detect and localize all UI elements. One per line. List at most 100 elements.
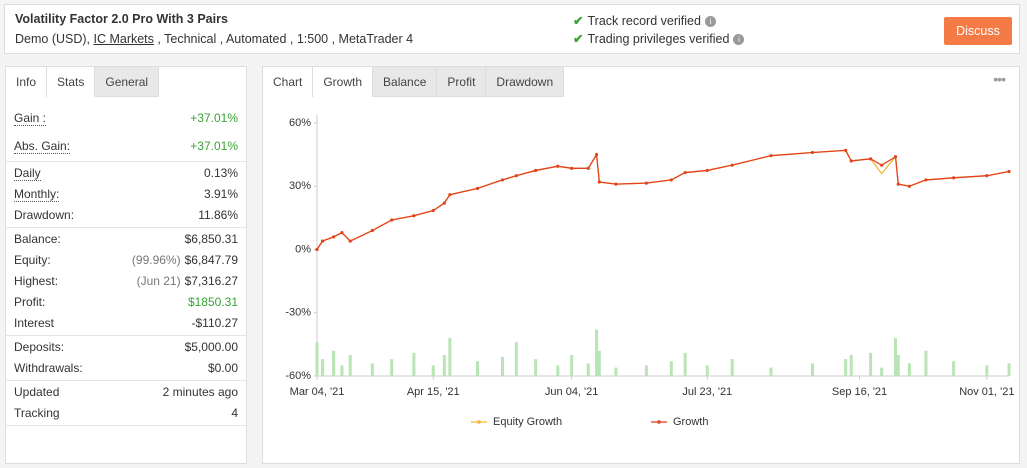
point [952,176,956,180]
stat-label: Gain : [14,111,47,126]
broker-link[interactable]: IC Markets [93,32,154,46]
bar [370,363,374,376]
stat-value-wrap: 2 minutes ago [163,382,238,403]
stat-value: $1850.31 [187,295,238,309]
point [340,231,344,235]
bar [894,338,898,376]
x-tick-label: Sep 16, '21 [832,386,887,398]
stat-label: Monthly: [14,187,60,202]
stat-value: 4 [231,406,238,420]
point [730,163,734,167]
y-tick-label: 60% [289,117,311,129]
bar [705,365,709,376]
stats-list: Gain : +37.01% Abs. Gain: +37.01% Daily 0.13%… [6,103,246,426]
point [705,168,709,173]
point [556,164,560,168]
bar [924,350,928,376]
tab[interactable]: Balance [373,67,438,97]
bar [586,363,590,376]
point [896,182,900,186]
point [669,178,673,182]
stat-value-wrap: $5,000.00 [185,337,238,358]
point [769,154,773,158]
point [594,153,599,157]
stats-row: Profit: $1850.31 [6,292,246,313]
tab[interactable]: Info [6,67,48,97]
chart-tabs: Chart Growth Balance Profit Drawdown [263,67,565,97]
legend-swatch-dot [477,420,481,424]
y-tick-label: 30% [289,180,311,192]
point [442,201,446,205]
x-tick-label: Mar 04, '21 [290,386,345,398]
point [810,150,815,155]
bar [390,359,394,376]
bar [556,365,560,376]
stats-row: Gain : +37.01% [6,104,246,132]
bar [614,367,618,376]
y-tick-label: -30% [285,307,311,319]
stat-value-wrap: $1850.31 [188,292,238,313]
x-tick-label: Nov 01, '21 [959,386,1014,398]
stat-value: 3.91% [203,187,238,201]
tab[interactable]: Profit [437,67,487,97]
point [514,174,518,178]
point [869,157,873,161]
stats-row: Drawdown: 11.86% [6,205,246,226]
point [475,186,480,190]
verification-text: Track record verified [587,14,701,28]
point [500,178,505,182]
tab[interactable]: Chart [263,67,314,97]
stat-value: +37.01% [190,139,238,153]
stat-label: Interest [14,316,55,330]
bar [442,354,446,376]
stat-value-wrap: 3.91% [204,184,238,205]
bar [683,352,687,376]
verification: ✔ Track record verified i [573,13,716,28]
legend-swatch-dot [657,420,661,424]
stats-row: Daily 0.13% [6,163,246,184]
stat-note: (99.96%) [131,253,181,267]
stats-panel: Info Stats General Gain : +37.01% Abs. Gain:… [5,66,247,464]
legend-label: Equity Growth [493,416,562,428]
bar [597,350,601,376]
bar [907,363,911,376]
point [849,159,853,163]
bar [534,359,538,376]
verification: ✔ Trading privileges verified i [573,31,745,46]
bar [315,342,319,376]
x-tick-label: Apr 15, '21 [407,386,460,398]
tab[interactable]: General [95,67,160,97]
tab[interactable]: Stats [47,67,96,97]
point [320,239,325,243]
tab[interactable]: Growth [313,67,374,97]
bar [431,365,435,376]
bar [476,361,480,376]
stats-row: Balance: $6,850.31 [6,229,246,250]
bar [880,367,884,376]
y-tick-label: 0% [295,243,311,255]
stat-value: $6,850.31 [184,232,238,246]
bar [985,365,989,376]
menu-icon[interactable]: ••• [993,71,1006,87]
stat-label: Equity: [14,253,51,267]
point [570,166,574,170]
bar [810,363,814,376]
bar [448,338,452,376]
bar [952,361,956,376]
stats-row: Monthly: 3.91% [6,184,246,205]
legend-label: Growth [673,416,708,428]
point [390,218,394,222]
discuss-button[interactable]: Discuss [944,17,1012,45]
bar [412,352,416,376]
stats-group: Gain : +37.01% Abs. Gain: +37.01% [6,103,246,162]
stats-row: Tracking 4 [6,403,246,424]
bar [348,354,352,376]
system-title: Volatility Factor 2.0 Pro With 3 Pairs [15,12,228,26]
point [534,168,538,173]
bar [340,365,344,376]
stats-row: Highest: (Jun 21) $7,316.27 [6,271,246,292]
point [448,193,452,197]
tab[interactable]: Drawdown [486,67,565,97]
